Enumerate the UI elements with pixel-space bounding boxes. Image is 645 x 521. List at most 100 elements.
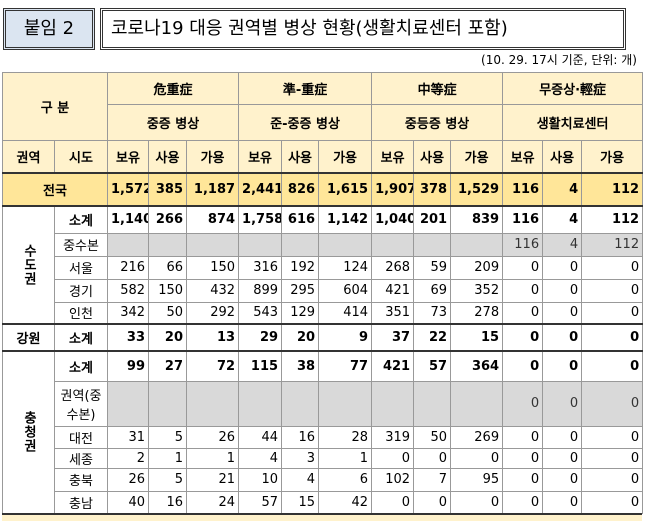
cell: 0	[413, 490, 452, 514]
cell: 50	[413, 425, 452, 449]
cell: 1,187	[186, 172, 240, 207]
cell: 0	[581, 301, 644, 325]
cell: 1,758	[238, 205, 283, 234]
cell: 1	[148, 447, 188, 469]
column-header: 보유	[238, 140, 283, 174]
cell	[318, 232, 373, 257]
cell: 1,907	[371, 172, 415, 207]
cell: 0	[542, 380, 583, 427]
cell: 5	[148, 467, 188, 492]
cell: 7	[413, 467, 452, 492]
cell: 209	[450, 255, 504, 280]
cell: 4	[238, 447, 283, 469]
cell	[371, 232, 415, 257]
cell	[238, 380, 283, 427]
cell: 24	[186, 490, 240, 514]
cell	[107, 232, 150, 257]
cell: 0	[413, 447, 452, 469]
cell: 0	[581, 447, 644, 469]
cell: 201	[413, 205, 452, 234]
cell: 4	[542, 172, 583, 207]
sido-label: 소계	[53, 350, 109, 382]
cell: 0	[371, 447, 415, 469]
cell: 0	[502, 301, 544, 325]
cell: 57	[413, 350, 452, 382]
cell: 319	[371, 425, 415, 449]
column-header: 시도	[53, 140, 109, 174]
cell	[281, 232, 320, 257]
cell: 150	[148, 278, 188, 303]
cell: 31	[107, 425, 150, 449]
cell: 150	[186, 255, 240, 280]
cell: 0	[502, 467, 544, 492]
cell: 99	[107, 350, 150, 382]
cell: 604	[318, 278, 373, 303]
cell: 28	[318, 425, 373, 449]
column-header: 가용	[581, 140, 644, 174]
cell: 364	[450, 350, 504, 382]
cell: 0	[502, 425, 544, 449]
sido-label: 소계	[53, 205, 109, 234]
cell	[186, 232, 240, 257]
cell: 37	[371, 323, 415, 352]
cell: 20	[281, 323, 320, 352]
column-header: 가용	[318, 140, 373, 174]
bed-table: 구 분 危重症 準-重症 中等症 무증상·輕症 중증 병상 준-중증 병상 중등증 병상 생활치…	[1, 72, 644, 514]
cell: 116	[502, 232, 544, 257]
row-label: 전국	[1, 172, 109, 207]
column-header: 사용	[148, 140, 188, 174]
cell: 21	[186, 467, 240, 492]
group-subheader: 중증 병상	[107, 104, 240, 141]
column-header: 권역	[2, 140, 55, 174]
cell: 421	[371, 350, 415, 382]
sido-label: 경기	[53, 278, 109, 303]
cell: 73	[413, 301, 452, 325]
cell: 4	[542, 232, 583, 257]
cell: 352	[450, 278, 504, 303]
cell: 839	[450, 205, 504, 234]
cell: 0	[502, 490, 544, 514]
cell: 5	[148, 425, 188, 449]
group-subheader: 중등증 병상	[371, 104, 504, 141]
cell: 1,529	[450, 172, 504, 207]
note: (10. 29. 17시 기준, 단위: 개)	[481, 53, 637, 67]
cell: 15	[450, 323, 504, 352]
cell: 0	[542, 350, 583, 382]
sido-label: 권역(중수본)	[53, 380, 109, 427]
cell: 102	[371, 467, 415, 492]
cell	[450, 232, 504, 257]
header-row: 권역 시도 보유 사용 가용 보유 사용 가용 보유 사용 가용 보유 사용 가용	[2, 140, 644, 174]
data-row: 세종 2 1 1 4 3 1 0 0 0 0 0 0	[3, 447, 644, 469]
data-row: 강원 소계 33 20 13 29 20 9 37 22 15 0 0 0	[2, 323, 644, 352]
data-row: 대전 31 5 26 44 16 28 319 50 269 0 0 0	[3, 425, 644, 449]
cell: 899	[238, 278, 283, 303]
sido-label: 충남	[53, 490, 109, 514]
cell: 421	[371, 278, 415, 303]
group-header: 무증상·輕症	[502, 72, 644, 105]
column-header: 사용	[281, 140, 320, 174]
cell: 10	[238, 467, 283, 492]
table-body: 구 분 危重症 準-重症 中等症 무증상·輕症 중증 병상 준-중증 병상 중등증 병상 생활치…	[1, 72, 644, 514]
cell: 0	[542, 467, 583, 492]
column-header: 사용	[413, 140, 452, 174]
cell: 0	[542, 447, 583, 469]
data-row: 충남 40 16 24 57 15 42 0 0 0 0 0 0	[3, 490, 644, 514]
cell: 0	[371, 490, 415, 514]
cell: 0	[581, 255, 644, 280]
cell: 292	[186, 301, 240, 325]
cell: 6	[318, 467, 373, 492]
cell: 269	[450, 425, 504, 449]
cell: 0	[542, 490, 583, 514]
national-row: 전국 1,572 385 1,187 2,441 826 1,615 1,907 378 1,52…	[1, 172, 644, 207]
cell: 0	[581, 425, 644, 449]
cell: 316	[238, 255, 283, 280]
data-row: 수도권 소계 1,140 266 874 1,758 616 1,142 1,040 201 839…	[2, 205, 644, 325]
cell: 66	[148, 255, 188, 280]
data-row: 서울 216 66 150 316 192 124 268 59 209 0 0 0	[3, 255, 644, 280]
cell: 44	[238, 425, 283, 449]
sido-label: 세종	[53, 447, 109, 469]
cell: 268	[371, 255, 415, 280]
cell	[148, 380, 188, 427]
cut-row	[2, 513, 642, 521]
